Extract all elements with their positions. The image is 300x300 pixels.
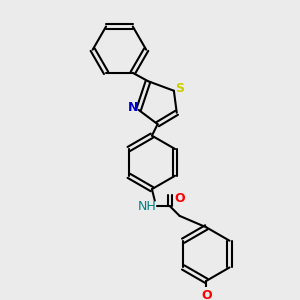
Text: N: N [128,101,138,114]
Text: S: S [175,82,184,95]
Text: O: O [201,289,212,300]
Text: NH: NH [138,200,157,213]
Text: O: O [174,192,185,205]
